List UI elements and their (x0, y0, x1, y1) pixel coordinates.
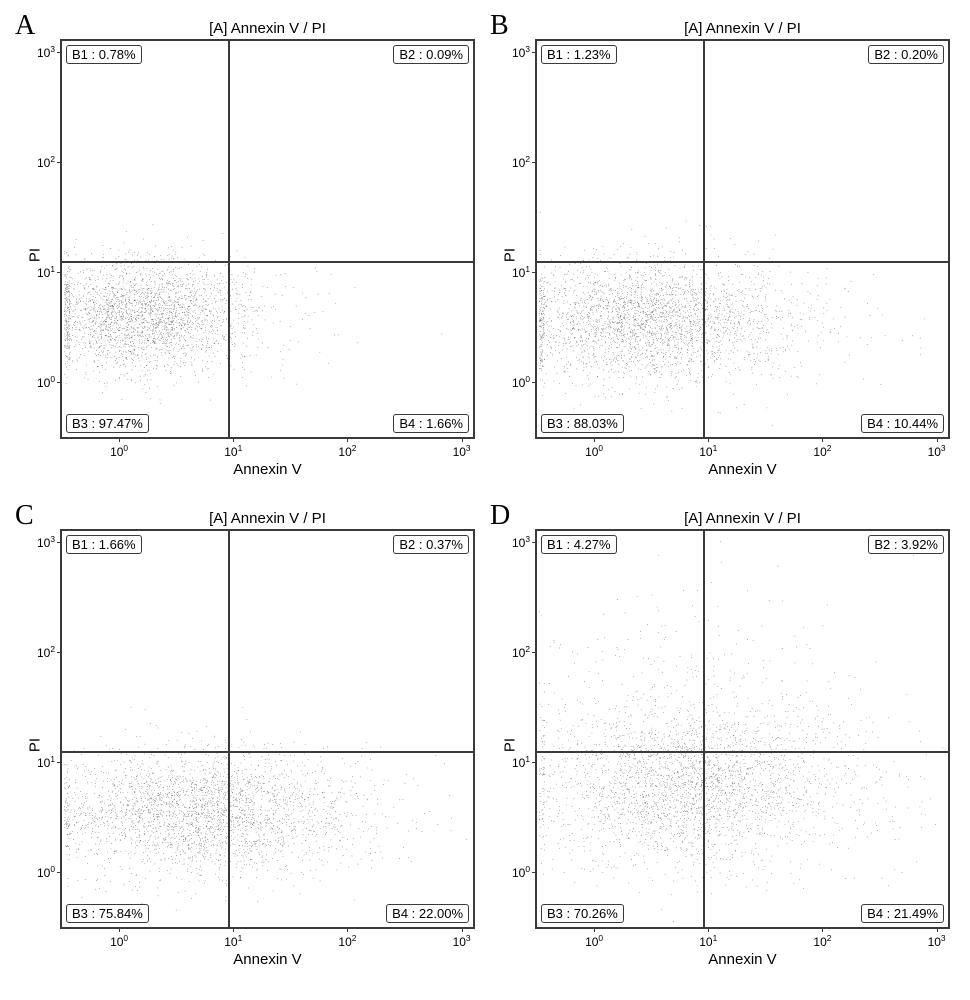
plot-area: B1 : 0.78% B2 : 0.09% B3 : 97.47% B4 : 1… (60, 39, 475, 439)
gate-b2-label: B2 : 0.20% (868, 45, 944, 64)
plot-area: B1 : 1.66% B2 : 0.37% B3 : 75.84% B4 : 2… (60, 529, 475, 929)
panel-letter: B (490, 10, 509, 42)
scatter-plot (62, 41, 473, 437)
quadrant-horizontal-line (537, 261, 948, 263)
plot-area: B1 : 1.23% B2 : 0.20% B3 : 88.03% B4 : 1… (535, 39, 950, 439)
quadrant-vertical-line (703, 531, 705, 927)
x-axis-label: Annexin V (60, 951, 475, 968)
plot-title: [A] Annexin V / PI (60, 20, 475, 37)
gate-b2-label: B2 : 0.37% (393, 535, 469, 554)
gate-b1-label: B1 : 1.66% (66, 535, 142, 554)
plot-title: [A] Annexin V / PI (535, 20, 950, 37)
gate-b4-label: B4 : 22.00% (386, 904, 469, 923)
panel-letter: C (15, 500, 34, 532)
scatter-plot (62, 531, 473, 927)
gate-b3-label: B3 : 75.84% (66, 904, 149, 923)
scatter-plot (537, 41, 948, 437)
panel-d: D [A] Annexin V / PI PI B1 : 4.27% B2 : … (485, 500, 960, 990)
y-axis-label: PI (502, 248, 519, 262)
gate-b2-label: B2 : 0.09% (393, 45, 469, 64)
gate-b1-label: B1 : 4.27% (541, 535, 617, 554)
gate-b3-label: B3 : 97.47% (66, 414, 149, 433)
panel-letter: D (490, 500, 510, 532)
quadrant-horizontal-line (537, 751, 948, 753)
panel-b: B [A] Annexin V / PI PI B1 : 1.23% B2 : … (485, 10, 960, 500)
gate-b1-label: B1 : 0.78% (66, 45, 142, 64)
plot-area: B1 : 4.27% B2 : 3.92% B3 : 70.26% B4 : 2… (535, 529, 950, 929)
gate-b2-label: B2 : 3.92% (868, 535, 944, 554)
gate-b1-label: B1 : 1.23% (541, 45, 617, 64)
quadrant-vertical-line (703, 41, 705, 437)
x-axis-label: Annexin V (60, 461, 475, 478)
quadrant-vertical-line (228, 531, 230, 927)
gate-b3-label: B3 : 88.03% (541, 414, 624, 433)
quadrant-vertical-line (228, 41, 230, 437)
x-axis-label: Annexin V (535, 461, 950, 478)
x-axis-label: Annexin V (535, 951, 950, 968)
gate-b3-label: B3 : 70.26% (541, 904, 624, 923)
gate-b4-label: B4 : 21.49% (861, 904, 944, 923)
y-axis-label: PI (502, 738, 519, 752)
scatter-plot (537, 531, 948, 927)
y-axis-label: PI (27, 248, 44, 262)
plot-title: [A] Annexin V / PI (60, 510, 475, 527)
panel-letter: A (15, 10, 35, 42)
panel-c: C [A] Annexin V / PI PI B1 : 1.66% B2 : … (10, 500, 485, 990)
y-axis-label: PI (27, 738, 44, 752)
gate-b4-label: B4 : 10.44% (861, 414, 944, 433)
plot-title: [A] Annexin V / PI (535, 510, 950, 527)
gate-b4-label: B4 : 1.66% (393, 414, 469, 433)
quadrant-horizontal-line (62, 261, 473, 263)
quadrant-horizontal-line (62, 751, 473, 753)
panel-a: A [A] Annexin V / PI PI B1 : 0.78% B2 : … (10, 10, 485, 500)
